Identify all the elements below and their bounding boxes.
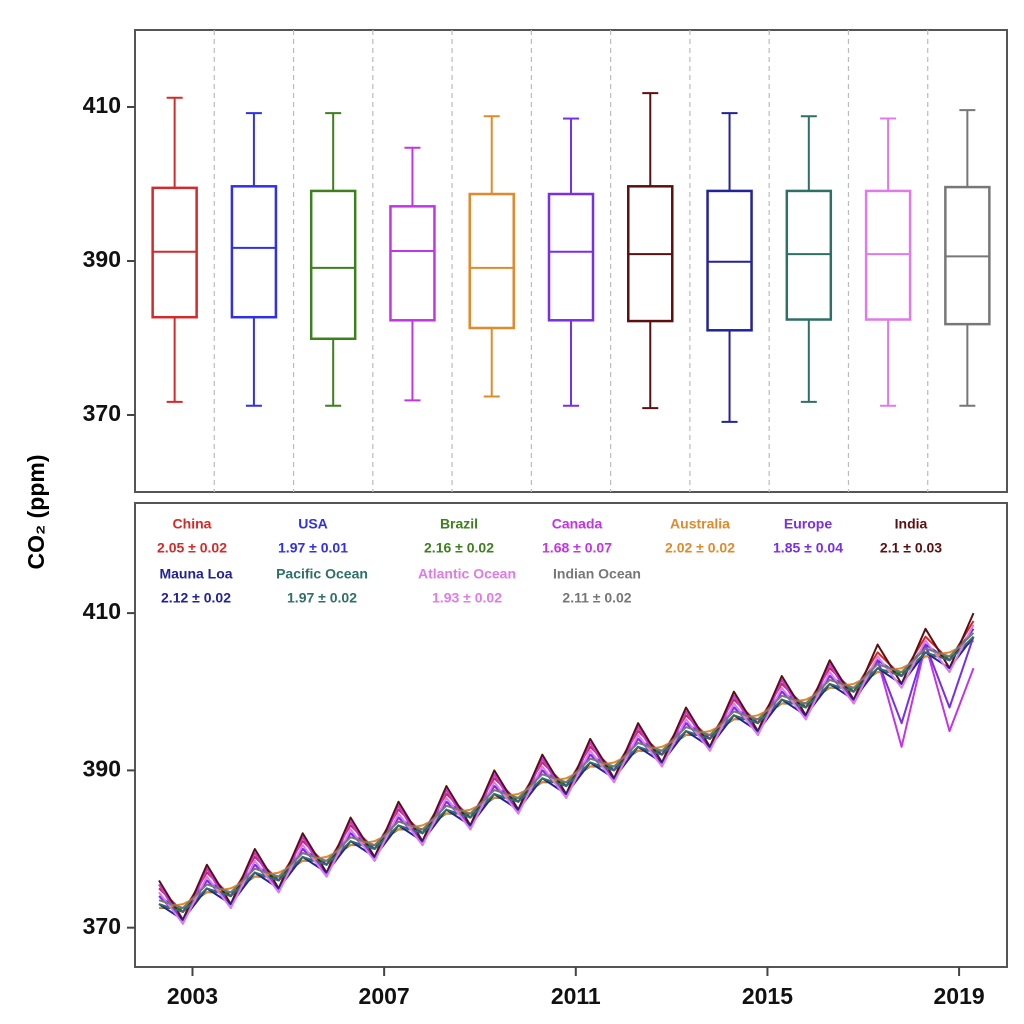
- legend-rate: 2.16 ± 0.02: [424, 540, 494, 556]
- plot-frame: [134, 502, 1008, 968]
- y-tick-label: 370: [83, 913, 121, 939]
- plot-frame: [134, 29, 1008, 493]
- y-tick-label: 390: [83, 246, 121, 272]
- box: [468, 192, 515, 330]
- legend-rate: 1.97 ± 0.02: [287, 590, 357, 606]
- legend-rate: 2.02 ± 0.02: [665, 540, 735, 556]
- y-tick-label: 410: [83, 598, 121, 624]
- legend-rate: 2.11 ± 0.02: [562, 590, 631, 606]
- series-line: [158, 628, 975, 913]
- y-tick-label: 370: [83, 400, 121, 426]
- legend-name: Brazil: [440, 516, 478, 532]
- legend-name: Europe: [784, 516, 832, 532]
- legend-name: Australia: [670, 516, 730, 532]
- box: [706, 189, 753, 332]
- box: [230, 185, 278, 319]
- series-line: [158, 639, 974, 909]
- series-line: [158, 632, 975, 909]
- legend-name: China: [173, 516, 212, 532]
- y-axis-label: CO₂ (ppm): [23, 455, 49, 570]
- legend-name: Indian Ocean: [553, 566, 641, 582]
- legend-name: India: [895, 516, 928, 532]
- series-line: [158, 620, 975, 913]
- x-tick-label: 2007: [359, 983, 410, 1009]
- series-line: [158, 636, 975, 921]
- x-tick-label: 2011: [551, 983, 601, 1009]
- box: [785, 189, 833, 321]
- legend-rate: 2.05 ± 0.02: [157, 540, 227, 556]
- x-tick-label: 2015: [742, 983, 793, 1009]
- box: [389, 205, 436, 322]
- x-tick-label: 2003: [167, 983, 218, 1009]
- y-tick-label: 410: [83, 92, 121, 118]
- box: [547, 192, 595, 322]
- y-tick-label: 390: [83, 755, 121, 781]
- legend-name: Atlantic Ocean: [418, 566, 516, 582]
- legend-rate: 1.85 ± 0.04: [773, 540, 843, 556]
- series-line: [159, 639, 975, 909]
- legend-rate: 1.97 ± 0.01: [278, 540, 348, 556]
- box: [864, 189, 912, 321]
- x-tick-label: 2019: [934, 983, 985, 1009]
- legend-rate: 2.12 ± 0.02: [161, 590, 231, 606]
- legend-name: Pacific Ocean: [276, 566, 368, 582]
- legend-rate: 1.68 ± 0.07: [542, 540, 612, 556]
- legend-name: Mauna Loa: [159, 566, 232, 582]
- legend-name: Canada: [552, 516, 603, 532]
- series-line: [158, 635, 975, 913]
- legend-rate: 2.1 ± 0.03: [880, 540, 942, 556]
- box: [309, 189, 357, 341]
- legend-rate: 1.93 ± 0.02: [432, 590, 502, 606]
- legend-name: USA: [298, 516, 328, 532]
